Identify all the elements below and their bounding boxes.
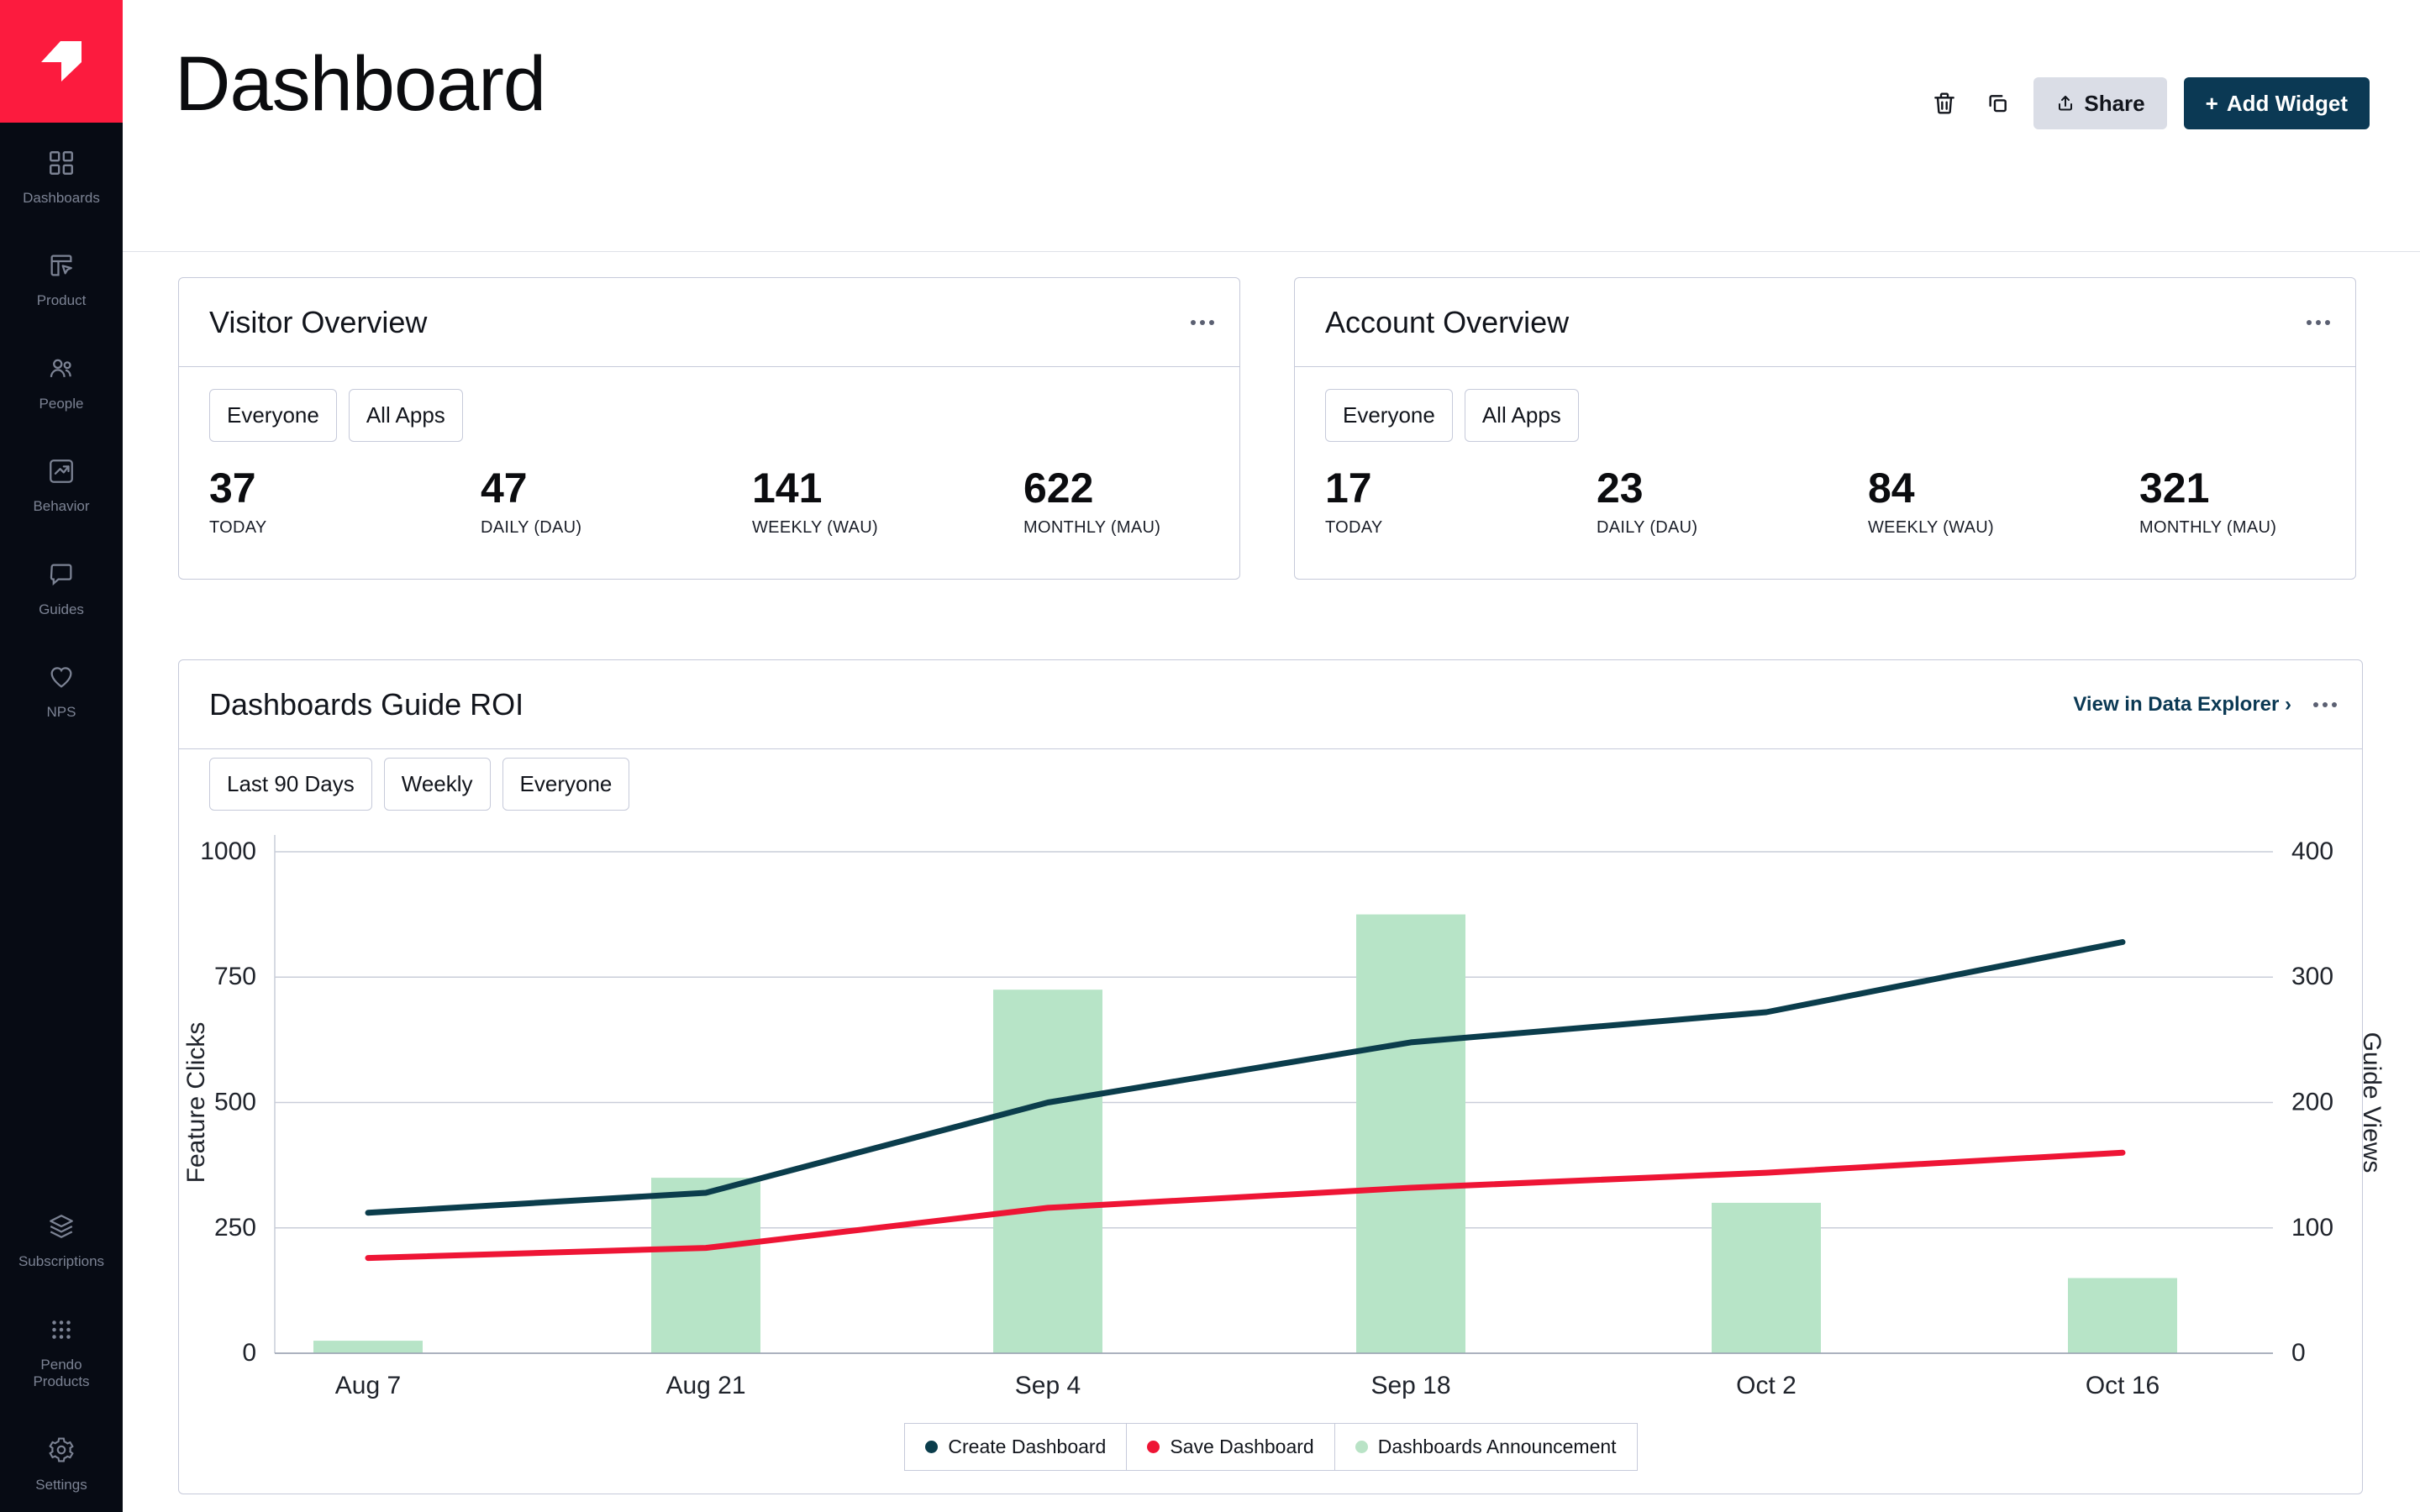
svg-text:Sep 4: Sep 4 [1015,1372,1081,1399]
svg-text:300: 300 [2291,963,2333,990]
svg-text:250: 250 [214,1214,256,1242]
svg-text:100: 100 [2291,1214,2333,1242]
svg-text:0: 0 [242,1339,256,1367]
svg-text:Aug 7: Aug 7 [335,1372,401,1399]
svg-text:400: 400 [2291,837,2333,865]
svg-text:Guide Views: Guide Views [2358,1032,2386,1173]
svg-text:Sep 18: Sep 18 [1370,1372,1450,1399]
svg-text:Oct 16: Oct 16 [2086,1372,2160,1399]
svg-text:Feature Clicks: Feature Clicks [182,1022,210,1184]
svg-text:1000: 1000 [200,837,256,865]
svg-text:500: 500 [214,1089,256,1116]
svg-text:750: 750 [214,963,256,990]
svg-text:Aug 21: Aug 21 [666,1372,745,1399]
svg-text:0: 0 [2291,1339,2306,1367]
svg-text:200: 200 [2291,1089,2333,1116]
svg-text:Oct 2: Oct 2 [1736,1372,1797,1399]
